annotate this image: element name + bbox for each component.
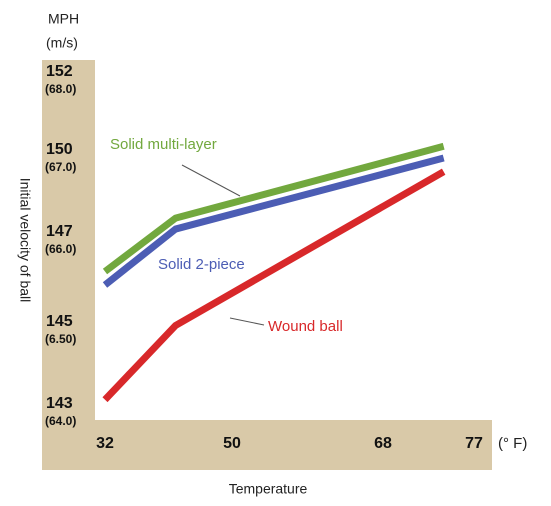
y-tick-sublabel: (66.0) — [45, 242, 76, 256]
y-tick-label: 143 — [46, 395, 73, 412]
y-axis-band — [42, 60, 95, 470]
leader-line — [181, 164, 241, 197]
y-tick-label: 145 — [46, 313, 73, 330]
series-line — [102, 154, 445, 288]
y-tick-label: 150 — [46, 141, 73, 158]
x-axis-band — [42, 420, 492, 470]
y-tick-sublabel: (67.0) — [45, 160, 76, 174]
series-label: Wound ball — [268, 318, 343, 335]
y-unit-alt: (m/s) — [46, 35, 78, 51]
x-tick-label: 32 — [96, 435, 114, 452]
x-tick-label: 77 — [465, 435, 483, 452]
y-tick-sublabel: (68.0) — [45, 82, 76, 96]
y-tick-label: 147 — [46, 223, 73, 240]
y-tick-label: 152 — [46, 63, 73, 80]
series-line — [102, 142, 445, 275]
x-tick-label: 50 — [223, 435, 241, 452]
series-label: Solid 2-piece — [158, 256, 245, 273]
x-axis-label: Temperature — [229, 481, 308, 497]
y-unit: MPH — [48, 11, 79, 27]
series-label: Solid multi-layer — [110, 136, 217, 153]
series-line — [102, 168, 446, 403]
y-tick-sublabel: (6.50) — [45, 332, 76, 346]
x-unit: (° F) — [498, 435, 527, 452]
y-tick-sublabel: (64.0) — [45, 414, 76, 428]
y-axis-label: Initial velocity of ball — [17, 178, 33, 303]
x-tick-label: 68 — [374, 435, 392, 452]
leader-line — [229, 317, 265, 326]
